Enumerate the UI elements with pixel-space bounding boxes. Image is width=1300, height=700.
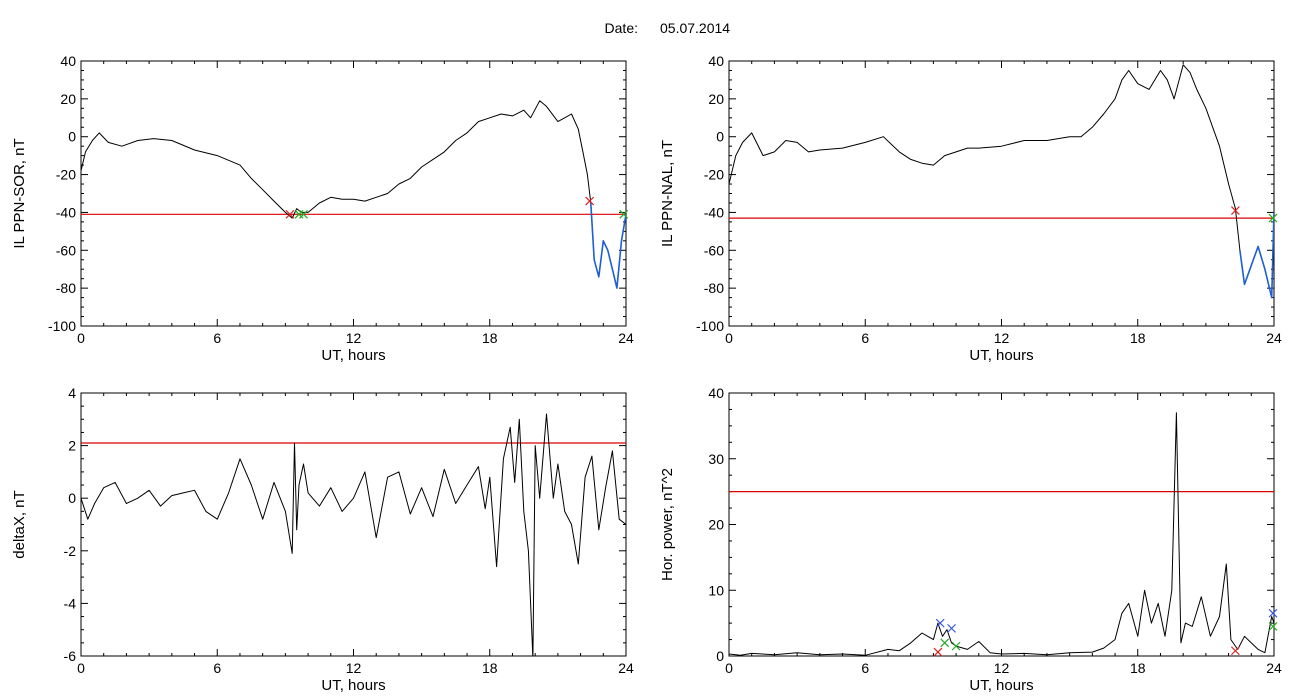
y-tick-label: -60 xyxy=(704,242,724,258)
y-tick-label: -20 xyxy=(56,167,76,183)
y-tick-label: 0 xyxy=(716,129,724,145)
event-marker-start xyxy=(285,209,295,219)
y-tick-label: 20 xyxy=(60,91,76,107)
x-tick-label: 18 xyxy=(482,330,498,346)
x-tick-label: 24 xyxy=(618,660,634,676)
y-axis-label: IL PPN-SOR, nT xyxy=(11,138,28,248)
y-tick-label: 0 xyxy=(716,648,724,664)
plot-area xyxy=(729,412,1274,656)
x-axis-label: UT, hours xyxy=(321,347,385,364)
event-marker-end xyxy=(299,209,308,219)
event-marker-peak xyxy=(947,623,956,633)
x-tick-label: 24 xyxy=(618,330,634,346)
y-tick-label: 40 xyxy=(708,385,724,401)
x-tick-label: 12 xyxy=(994,330,1010,346)
x-tick-label: 0 xyxy=(725,330,733,346)
date-value: 05.07.2014 xyxy=(660,20,730,36)
plot-area xyxy=(729,64,1274,299)
x-tick-label: 18 xyxy=(1130,330,1146,346)
panel-il-ppn-nal: 0 6 12 18 24 -100 -80 -60 -40 -20 0 20 40 UT, hours IL… xyxy=(659,53,1282,364)
plot-area xyxy=(81,413,626,656)
event-marker-end xyxy=(619,209,629,219)
x-tick-label: 6 xyxy=(213,330,221,346)
y-tick-label: -80 xyxy=(56,280,76,296)
y-tick-label: 2 xyxy=(68,438,76,454)
y-tick-label: 20 xyxy=(708,517,724,533)
event-marker-end xyxy=(940,638,950,648)
series-line xyxy=(729,412,1274,656)
x-axis-label: UT, hours xyxy=(969,347,1033,364)
y-axis-label: Hor. power, nT^2 xyxy=(659,468,676,581)
y-tick-label: -60 xyxy=(56,242,76,258)
event-marker-end xyxy=(1268,213,1278,223)
event-marker-end xyxy=(951,641,961,651)
plot-frame xyxy=(80,60,627,327)
x-axis-label: UT, hours xyxy=(321,677,385,694)
x-tick-label: 12 xyxy=(346,330,362,346)
plot-frame xyxy=(80,392,627,657)
x-tick-label: 6 xyxy=(213,660,221,676)
y-tick-label: -80 xyxy=(704,280,724,296)
event-marker-end xyxy=(1268,621,1278,631)
x-tick-label: 6 xyxy=(861,330,869,346)
event-marker-start xyxy=(585,196,595,206)
y-tick-label: -40 xyxy=(56,204,76,220)
series-line xyxy=(81,100,626,289)
event-marker-peak xyxy=(935,618,945,628)
y-tick-label: 0 xyxy=(68,490,76,506)
y-tick-label: 4 xyxy=(68,385,76,401)
y-tick-label: 40 xyxy=(60,53,76,69)
series-line xyxy=(729,64,1274,299)
y-tick-label: 20 xyxy=(708,91,724,107)
event-marker-peak xyxy=(1268,608,1278,618)
panel-il-ppn-sor: 0 6 12 18 24 -100 -80 -60 -40 -20 0 20 40 UT, hours IL… xyxy=(11,53,634,364)
y-tick-label: -2 xyxy=(64,543,77,559)
y-tick-label: 0 xyxy=(68,129,76,145)
y-tick-label: 10 xyxy=(708,582,724,598)
y-tick-label: -6 xyxy=(64,648,77,664)
x-tick-label: 24 xyxy=(1266,660,1282,676)
y-tick-label: 40 xyxy=(708,53,724,69)
y-axis-label: IL PPN-NAL, nT xyxy=(659,140,676,247)
x-tick-label: 0 xyxy=(725,660,733,676)
x-tick-label: 12 xyxy=(346,660,362,676)
event-marker-start xyxy=(933,647,943,657)
x-tick-label: 0 xyxy=(77,660,85,676)
x-tick-label: 18 xyxy=(482,660,498,676)
event-marker-start xyxy=(1230,206,1240,215)
plot-area xyxy=(81,100,626,289)
y-tick-label: -40 xyxy=(704,204,724,220)
y-tick-label: 30 xyxy=(708,451,724,467)
y-tick-label: -100 xyxy=(48,318,76,334)
date-label: Date: xyxy=(605,20,638,36)
x-tick-label: 6 xyxy=(861,660,869,676)
plot-frame xyxy=(728,60,1275,327)
y-tick-label: -20 xyxy=(704,167,724,183)
plot-frame xyxy=(728,392,1275,657)
y-axis-label: deltaX, nT xyxy=(11,490,28,558)
x-tick-label: 0 xyxy=(77,330,85,346)
event-marker-start xyxy=(1230,646,1240,656)
x-tick-label: 12 xyxy=(994,660,1010,676)
event-segment-line xyxy=(1239,212,1274,299)
panel-hor-power: 0 6 12 18 24 0 10 20 30 40 UT, hours Hor. power, nT… xyxy=(659,385,1282,694)
y-tick-label: -4 xyxy=(64,595,77,611)
y-tick-label: -100 xyxy=(696,318,724,334)
x-tick-label: 24 xyxy=(1266,330,1282,346)
x-axis-label: UT, hours xyxy=(969,677,1033,694)
x-tick-label: 18 xyxy=(1130,660,1146,676)
series-line xyxy=(81,413,626,656)
event-segment-line xyxy=(590,202,626,289)
